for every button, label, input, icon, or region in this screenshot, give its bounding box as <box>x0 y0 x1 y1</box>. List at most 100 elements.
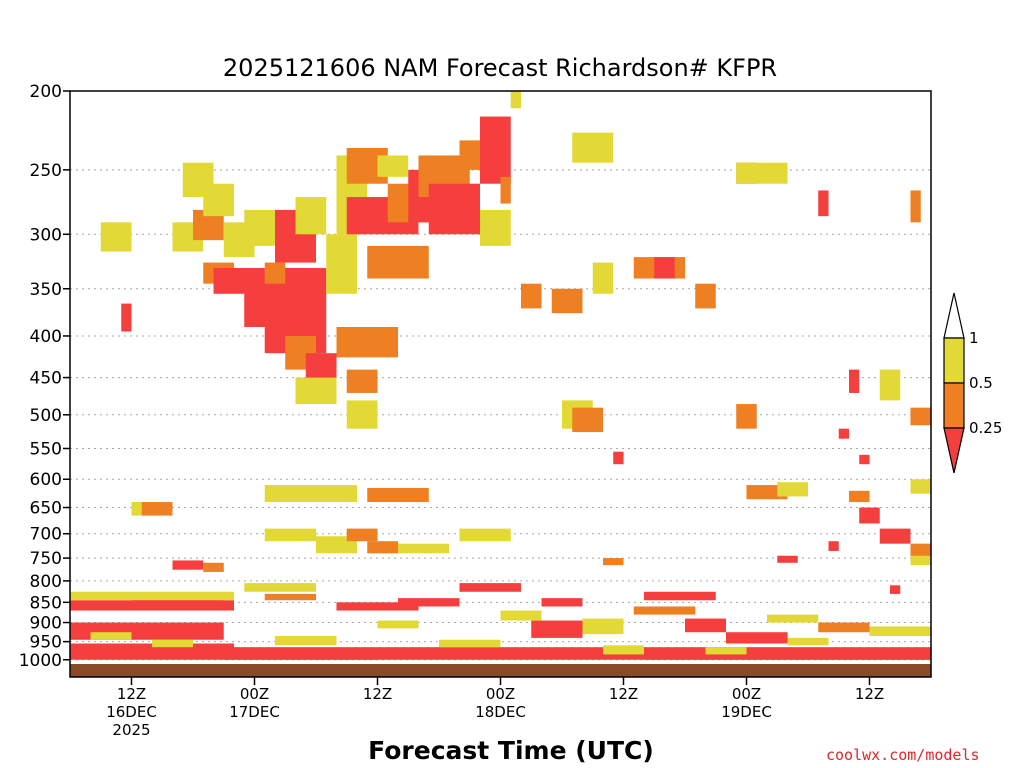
ri-cell <box>910 555 931 566</box>
ri-cell <box>131 598 224 605</box>
ri-cell <box>70 600 234 611</box>
y-tick-label: 200 <box>30 82 62 102</box>
ri-cell <box>439 639 501 648</box>
ri-cell <box>521 283 542 309</box>
ri-cell <box>244 583 316 592</box>
ri-cell <box>787 637 829 646</box>
y-tick-label: 1000 <box>19 651 62 671</box>
ri-cell <box>777 555 798 563</box>
ri-cell <box>879 369 901 401</box>
ri-cell <box>849 369 860 393</box>
y-tick-label: 300 <box>30 225 62 245</box>
legend-label: 0.25 <box>969 419 1002 437</box>
ri-cell <box>500 176 511 204</box>
y-tick-label: 950 <box>30 633 62 653</box>
ri-cell <box>326 234 357 294</box>
y-tick-label: 650 <box>30 499 62 519</box>
x-tick-label: 2025 <box>112 721 150 739</box>
ri-cell <box>838 428 849 439</box>
ri-cell <box>377 155 409 177</box>
ri-cell <box>121 303 132 332</box>
ri-cell <box>910 479 931 494</box>
ri-cell <box>203 562 224 572</box>
ri-cell <box>264 262 286 284</box>
pressure-axis: 200 250 300 350 400 450 500 550 600 650 700 750 8008… <box>19 82 70 671</box>
ri-cell <box>572 132 614 163</box>
y-tick-label: 350 <box>30 280 62 300</box>
ri-cell <box>879 528 911 544</box>
chart-title: 2025121606 NAM Forecast Richardson# KFPR <box>223 54 777 82</box>
ri-cell <box>572 407 603 433</box>
color-legend: 1 0.5 0.25 <box>943 292 1002 474</box>
ri-cell <box>346 400 378 429</box>
ri-cell <box>644 591 716 601</box>
ri-cell <box>613 451 624 465</box>
ri-cell <box>654 257 675 279</box>
ri-cell <box>859 507 880 524</box>
ri-cell <box>275 636 337 646</box>
richardson-number-cells <box>70 91 931 660</box>
ri-cell <box>398 598 460 607</box>
ri-cell <box>890 585 901 594</box>
y-tick-label: 900 <box>30 614 62 634</box>
x-tick-label: 12Z <box>609 685 638 703</box>
ri-cell <box>152 639 193 648</box>
y-tick-label: 600 <box>30 470 62 490</box>
ri-cell <box>705 647 747 655</box>
legend-swatch <box>943 382 965 429</box>
legend-label: 0.5 <box>969 374 993 392</box>
ri-cell <box>90 632 132 640</box>
ri-cell <box>264 485 357 503</box>
y-tick-label: 750 <box>30 549 62 569</box>
ri-cell <box>910 407 931 426</box>
x-tick-label: 00Z <box>240 685 269 703</box>
ri-cell <box>849 490 870 503</box>
y-tick-label: 500 <box>30 406 62 426</box>
ri-cell <box>100 222 132 252</box>
ri-cell <box>367 541 398 554</box>
ri-cell <box>859 454 870 465</box>
ri-cell <box>531 620 583 638</box>
ri-cell <box>244 209 275 246</box>
x-tick-label: 18DEC <box>475 703 526 721</box>
ri-cell <box>428 183 480 235</box>
x-tick-label: 17DEC <box>229 703 280 721</box>
y-tick-label: 850 <box>30 593 62 613</box>
ri-cell <box>203 183 234 217</box>
ri-cell <box>480 209 511 246</box>
ri-cell <box>398 543 450 554</box>
ri-cell <box>582 618 624 635</box>
y-tick-label: 550 <box>30 439 62 459</box>
ri-cell <box>633 606 696 615</box>
ri-cell <box>910 543 931 559</box>
ground-bar <box>70 664 931 677</box>
ri-cell <box>726 632 788 644</box>
y-tick-label: 400 <box>30 327 62 347</box>
y-tick-label: 700 <box>30 525 62 545</box>
x-axis-label: Forecast Time (UTC) <box>368 736 654 765</box>
x-tick-label: 00Z <box>732 685 761 703</box>
ri-cell <box>510 91 521 109</box>
ri-cell <box>695 283 716 309</box>
ri-cell <box>541 598 583 607</box>
ri-cell <box>869 626 931 637</box>
ri-cell <box>336 602 419 611</box>
ri-cell <box>767 614 819 623</box>
ri-cell <box>818 622 870 633</box>
x-tick-label: 19DEC <box>721 703 772 721</box>
y-tick-label: 250 <box>30 161 62 181</box>
ri-cell <box>264 528 316 542</box>
ri-cell <box>377 620 419 629</box>
legend-label: 1 <box>969 329 979 347</box>
legend-swatch <box>943 337 965 384</box>
ri-cell <box>459 528 511 542</box>
credit-text: coolwx.com/models <box>826 746 980 764</box>
ri-cell <box>592 262 614 294</box>
ri-cell <box>141 502 173 516</box>
ri-cell <box>367 245 429 279</box>
ri-cell <box>346 369 378 393</box>
legend-arrow-top <box>943 292 965 339</box>
ri-cell <box>459 583 521 592</box>
